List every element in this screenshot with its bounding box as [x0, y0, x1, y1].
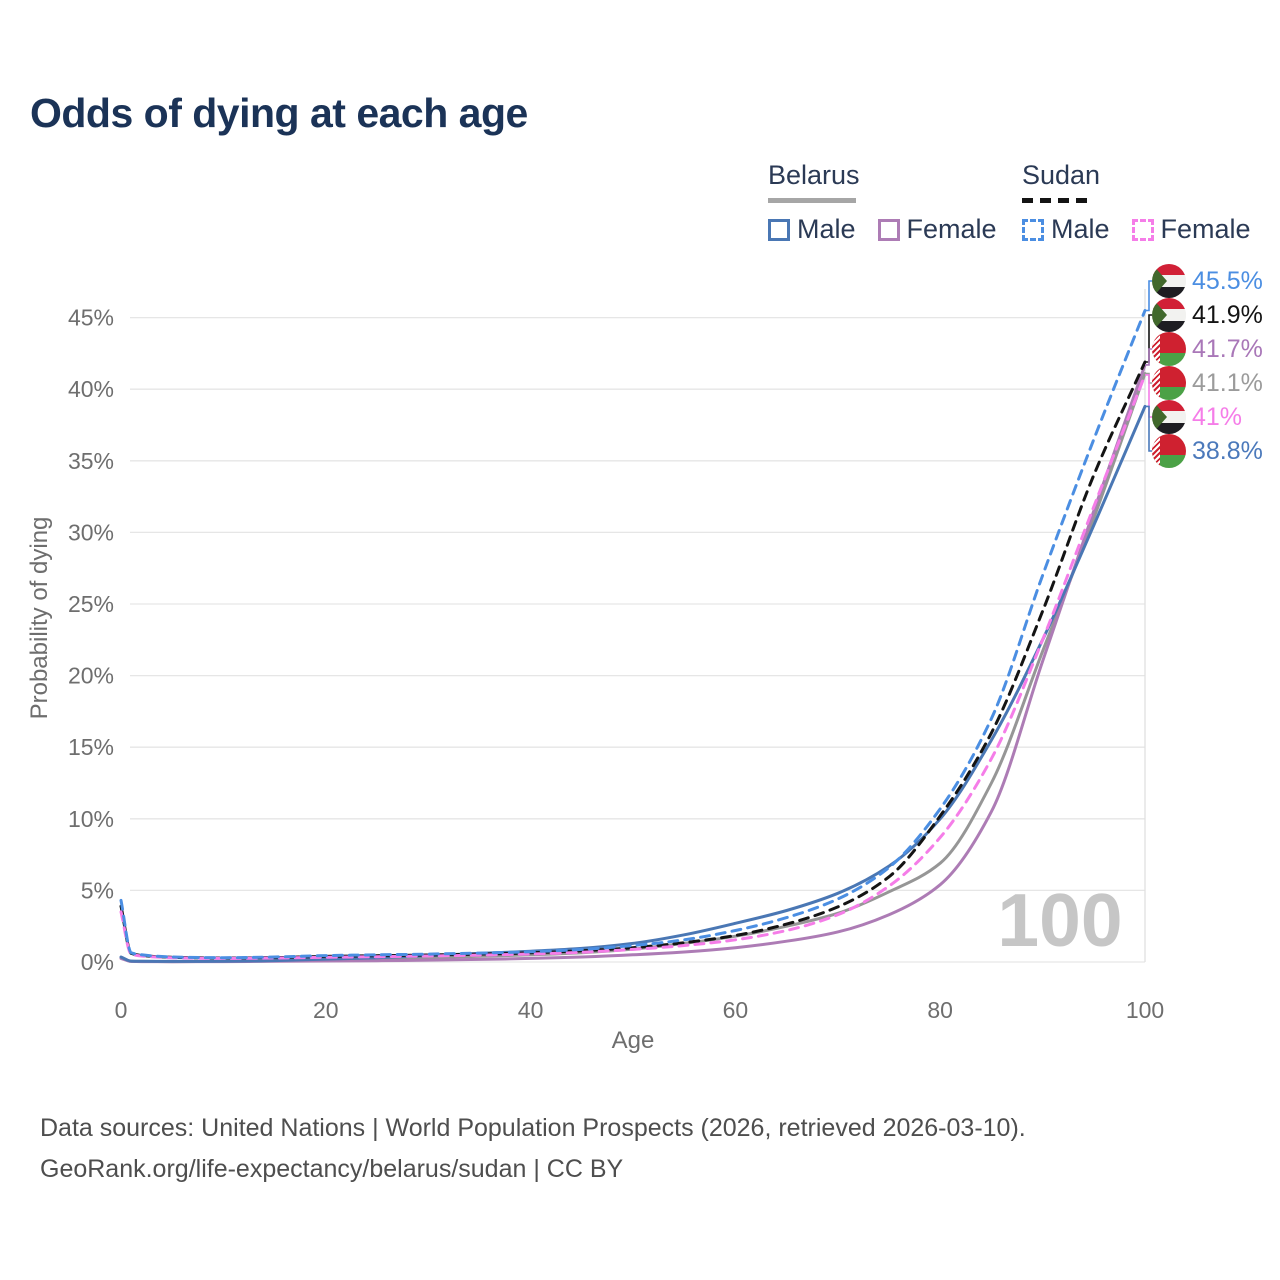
legend-item-sudan-female[interactable]: Female: [1131, 214, 1251, 245]
end-label-value: 41%: [1192, 402, 1243, 431]
y-tick-label: 25%: [68, 591, 114, 617]
end-label-value: 41.9%: [1192, 300, 1263, 329]
sudan-flag-icon: [1152, 298, 1186, 332]
y-tick-label: 20%: [68, 663, 114, 689]
footer-data-sources: Data sources: United Nations | World Pop…: [40, 1114, 1026, 1142]
belarus-flag-icon: [1152, 434, 1186, 468]
end-label-sudan-female: 41%: [1152, 400, 1242, 434]
legend-item-belarus-female[interactable]: Female: [877, 214, 997, 245]
legend-country-sudan[interactable]: Sudan: [1022, 160, 1101, 190]
footer-attribution: GeoRank.org/life-expectancy/belarus/suda…: [40, 1155, 624, 1183]
y-tick-label: 15%: [68, 734, 114, 760]
chart-title: Odds of dying at each age: [30, 90, 528, 136]
legend-swatch-sudan-female: [1131, 218, 1154, 241]
y-tick-label: 10%: [68, 806, 114, 832]
legend-country-belarus[interactable]: Belarus: [768, 160, 860, 190]
end-label-connector-sudan-male: [1145, 280, 1153, 312]
legend-label: Male: [797, 214, 856, 244]
sudan-flag-icon: [1152, 264, 1186, 298]
y-tick-label: 35%: [68, 448, 114, 474]
legend-group-belarus: Belarus Male Female: [768, 160, 997, 245]
legend: Belarus Male Female Sudan Male Female: [0, 160, 1280, 250]
belarus-flag-icon: [1152, 366, 1186, 400]
y-tick-label: 5%: [81, 877, 114, 903]
x-tick-label: 20: [313, 997, 339, 1023]
end-label-connector-sudan-female: [1145, 374, 1153, 418]
x-tick-label: 60: [723, 997, 749, 1023]
series-line-belarus-female: [119, 363, 1147, 964]
series-line-sudan-female: [119, 373, 1147, 960]
end-label-belarus-female: 41.7%: [1152, 332, 1263, 366]
y-tick-label: 30%: [68, 519, 114, 545]
end-label-belarus-male: 38.8%: [1152, 434, 1263, 468]
legend-label: Female: [1160, 214, 1251, 244]
series-line-belarus-male: [119, 404, 1147, 963]
chart-canvas[interactable]: 0% 5% 10% 15% 20% 25% 30% 35% 40% 45% 100 0 20 40 60 80…: [0, 250, 1280, 1110]
legend-label: Male: [1051, 214, 1110, 244]
legend-item-sudan-male[interactable]: Male: [1022, 214, 1110, 245]
y-tick-label: 40%: [68, 376, 114, 402]
x-tick-label: 80: [927, 997, 953, 1023]
series-line-sudan-both: [119, 360, 1147, 960]
end-label-belarus: 41.1%: [1152, 366, 1263, 400]
y-tick-label: 0%: [81, 949, 114, 975]
legend-belarus-line-style: [768, 198, 856, 203]
x-tick-label: 40: [518, 997, 544, 1023]
end-label-connector-belarus-female: [1145, 348, 1153, 366]
legend-sudan-line-style: [1022, 198, 1092, 203]
end-label-value: 41.7%: [1192, 334, 1263, 363]
series-line-belarus-both: [119, 372, 1147, 964]
sudan-flag-icon: [1152, 400, 1186, 434]
end-label-value: 41.1%: [1192, 368, 1263, 397]
y-tick-label: 45%: [68, 305, 114, 331]
hover-age-watermark: 100: [997, 878, 1122, 962]
y-axis-title: Probability of dying: [26, 517, 53, 720]
legend-item-belarus-male[interactable]: Male: [768, 214, 856, 245]
legend-group-sudan: Sudan Male Female: [1022, 160, 1251, 245]
x-tick-label: 100: [1126, 997, 1164, 1023]
footer: Data sources: United Nations | World Pop…: [40, 1108, 1026, 1190]
end-label-sudan: 41.9%: [1152, 298, 1263, 332]
end-label-connector-sudan: [1145, 314, 1153, 363]
legend-label: Female: [906, 214, 997, 244]
x-tick-label: 0: [115, 997, 128, 1023]
series-line-sudan-male: [119, 309, 1147, 960]
legend-swatch-belarus-male: [768, 218, 790, 241]
belarus-flag-icon: [1152, 332, 1186, 366]
end-label-value: 38.8%: [1192, 436, 1263, 465]
end-label-connector-belarus-male: [1145, 405, 1153, 452]
x-axis-title: Age: [612, 1027, 655, 1054]
legend-swatch-sudan-male: [1022, 218, 1044, 241]
legend-swatch-belarus-female: [877, 218, 900, 241]
end-label-value: 45.5%: [1192, 266, 1263, 295]
end-label-sudan-male: 45.5%: [1152, 264, 1263, 298]
